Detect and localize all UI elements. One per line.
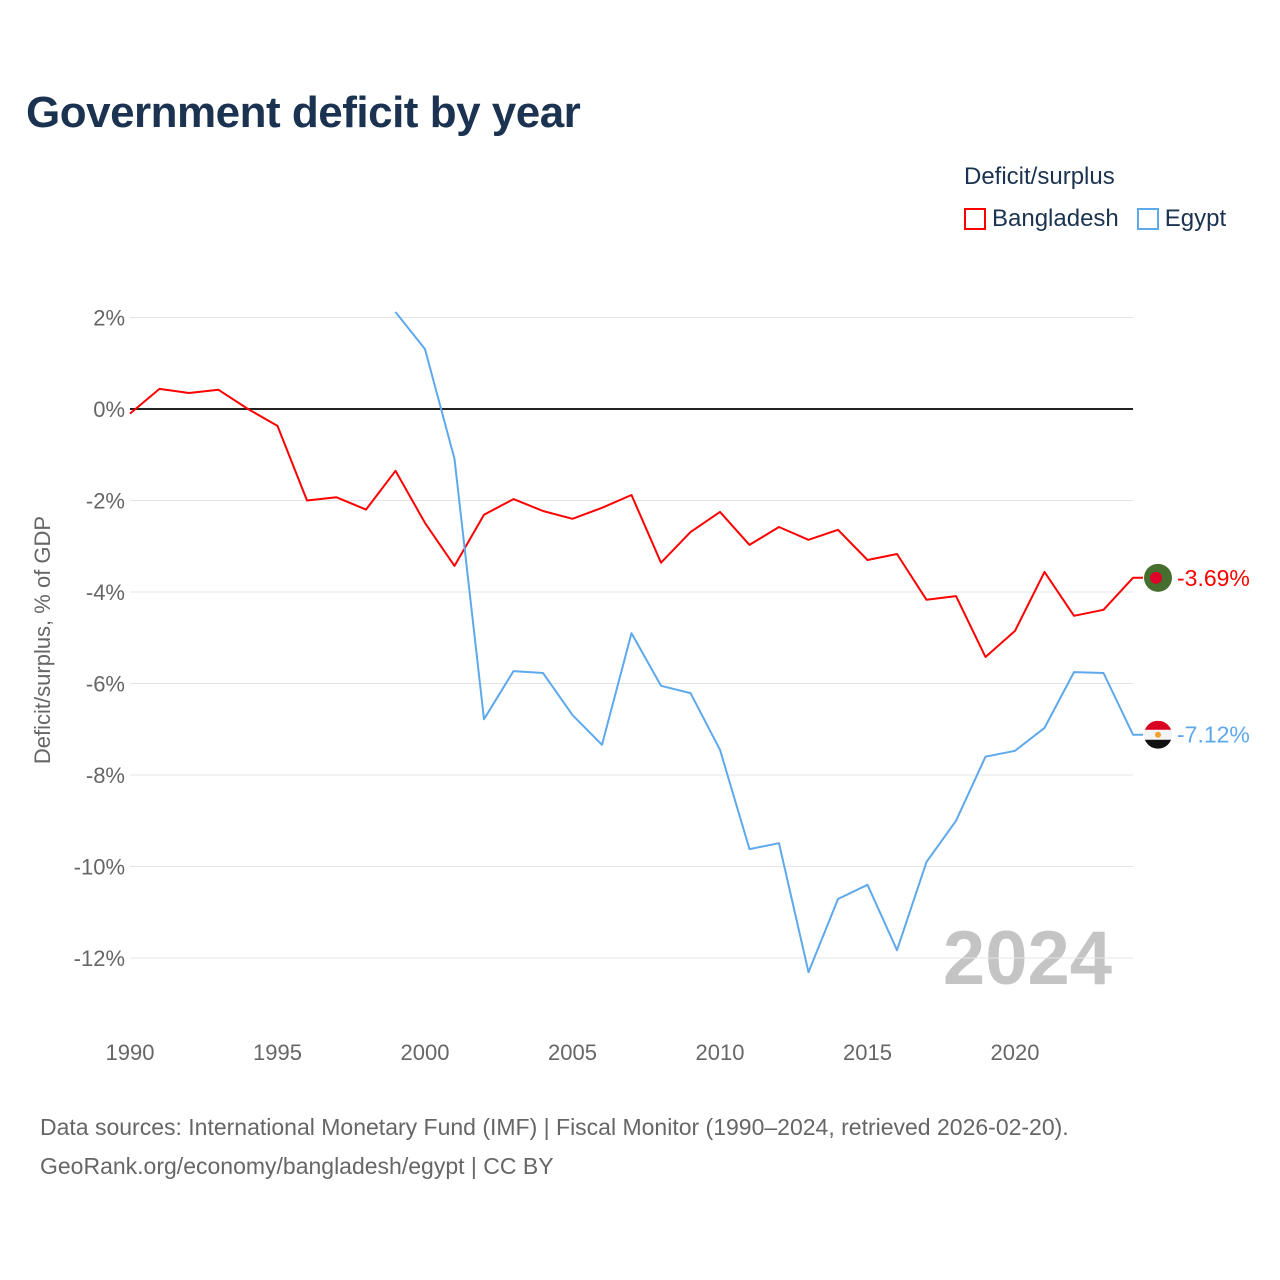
- data-point: [865, 882, 871, 888]
- end-label-bangladesh: -3.69%: [1177, 565, 1250, 591]
- data-point: [688, 690, 694, 696]
- x-tick-label: 2015: [843, 1040, 892, 1065]
- x-tick-label: 2005: [548, 1040, 597, 1065]
- data-point: [186, 390, 192, 396]
- data-point: [983, 754, 989, 760]
- data-point: [1012, 748, 1018, 754]
- data-point: [1042, 569, 1048, 575]
- data-point: [1071, 669, 1077, 675]
- data-point: [1012, 628, 1018, 634]
- data-point: [393, 309, 399, 315]
- data-point: [658, 683, 664, 689]
- legend-swatch-egypt: [1136, 208, 1159, 230]
- data-point: [1101, 670, 1107, 676]
- y-tick-label: -8%: [86, 763, 125, 788]
- bangladesh-flag-disc: [1150, 571, 1162, 584]
- data-point: [776, 840, 782, 846]
- data-point: [688, 529, 694, 535]
- data-point: [452, 563, 458, 569]
- data-point: [806, 969, 812, 975]
- chart-title: Government deficit by year: [26, 88, 581, 137]
- data-point: [393, 468, 399, 474]
- data-point: [865, 557, 871, 563]
- series-line-bangladesh: [129, 387, 1143, 658]
- data-point: [304, 498, 310, 504]
- x-tick-label: 2000: [401, 1040, 450, 1065]
- data-point: [422, 520, 428, 526]
- y-axis-label: Deficit/surplus, % of GDP: [30, 516, 55, 764]
- y-tick-label: -10%: [74, 855, 125, 880]
- data-point: [481, 716, 487, 722]
- data-point: [835, 896, 841, 902]
- data-point: [1071, 613, 1077, 619]
- legend-label: Egypt: [1164, 205, 1227, 232]
- data-point: [127, 411, 133, 417]
- data-point: [540, 670, 546, 676]
- data-point: [924, 859, 930, 865]
- data-point: [747, 846, 753, 852]
- legend: Bangladesh Egypt: [964, 205, 1244, 233]
- data-point: [599, 505, 605, 511]
- legend-label: Bangladesh: [992, 205, 1119, 232]
- data-point: [511, 668, 517, 674]
- data-point: [1130, 575, 1136, 581]
- footer: Data sources: International Monetary Fun…: [40, 1108, 1069, 1186]
- x-tick-label: 2020: [991, 1040, 1040, 1065]
- data-point: [422, 346, 428, 352]
- data-point: [776, 524, 782, 530]
- data-point: [452, 456, 458, 462]
- data-point: [894, 551, 900, 557]
- data-point: [1101, 607, 1107, 613]
- data-point: [806, 537, 812, 543]
- data-point: [216, 387, 222, 393]
- data-point: [363, 507, 369, 513]
- y-tick-label: -12%: [74, 946, 125, 971]
- data-point: [511, 496, 517, 502]
- y-tick-label: -6%: [86, 672, 125, 697]
- data-point: [157, 386, 163, 392]
- y-tick-label: -2%: [86, 489, 125, 514]
- legend-item-egypt[interactable]: Egypt: [1136, 205, 1227, 233]
- legend-swatch-bangladesh: [964, 208, 986, 230]
- data-point: [1130, 732, 1136, 738]
- data-point: [953, 818, 959, 824]
- data-point: [717, 747, 723, 753]
- data-source: Data sources: International Monetary Fun…: [40, 1114, 1069, 1140]
- x-tick-label: 1990: [106, 1040, 155, 1065]
- data-point: [835, 527, 841, 533]
- data-point: [894, 947, 900, 953]
- data-point: [481, 512, 487, 518]
- data-point: [1042, 725, 1048, 731]
- data-point: [245, 406, 251, 412]
- series-line-egypt: [394, 311, 1143, 974]
- data-point: [570, 516, 576, 522]
- data-point: [717, 509, 723, 515]
- legend-item-bangladesh[interactable]: Bangladesh: [964, 205, 1119, 233]
- source-link[interactable]: GeoRank.org/economy/bangladesh/egypt | C…: [40, 1153, 554, 1179]
- y-tick-label: 0%: [93, 397, 125, 422]
- data-point: [629, 492, 635, 498]
- data-point: [599, 742, 605, 748]
- data-point: [953, 593, 959, 599]
- data-point: [629, 630, 635, 636]
- x-tick-label: 2010: [696, 1040, 745, 1065]
- legend-title: Deficit/surplus: [964, 163, 1115, 190]
- data-point: [570, 712, 576, 718]
- y-tick-label: 2%: [93, 306, 125, 331]
- y-tick-label: -4%: [86, 580, 125, 605]
- egypt-flag-icon: [1144, 720, 1172, 749]
- data-point: [747, 542, 753, 548]
- data-point: [924, 597, 930, 603]
- data-point: [275, 423, 281, 429]
- data-point: [540, 508, 546, 514]
- end-label-egypt: -7.12%: [1177, 722, 1250, 748]
- data-point: [334, 494, 340, 500]
- data-point: [983, 654, 989, 660]
- data-point: [658, 560, 664, 566]
- x-tick-label: 1995: [253, 1040, 302, 1065]
